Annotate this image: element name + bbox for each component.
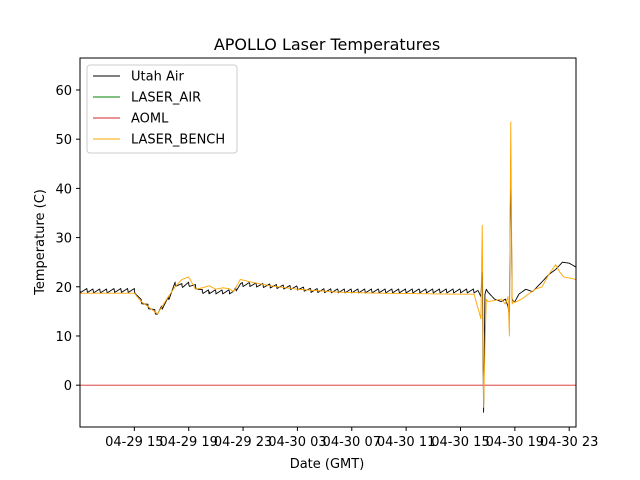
legend-label-utah-air: Utah Air bbox=[131, 70, 184, 85]
x-tick-label: 04-30 23 bbox=[540, 435, 598, 450]
x-tick-label: 04-29 23 bbox=[214, 435, 272, 450]
y-tick-label: 20 bbox=[55, 281, 72, 296]
legend: Utah Air LASER_AIR AOML LASER_BENCH bbox=[86, 64, 238, 154]
x-tick-label: 04-29 15 bbox=[105, 435, 163, 450]
x-tick-label: 04-30 07 bbox=[323, 435, 381, 450]
legend-label-aoml: AOML bbox=[131, 112, 169, 127]
y-tick-label: 30 bbox=[55, 232, 72, 247]
y-tick-label: 0 bbox=[64, 379, 72, 394]
x-tick-label: 04-29 19 bbox=[159, 435, 217, 450]
y-axis-label: Temperature (C) bbox=[33, 189, 48, 296]
x-tick-label: 04-30 03 bbox=[268, 435, 326, 450]
x-tick-label: 04-30 15 bbox=[431, 435, 489, 450]
chart-title: APOLLO Laser Temperatures bbox=[214, 35, 440, 54]
legend-label-laser-air: LASER_AIR bbox=[131, 91, 201, 106]
y-tick-label: 40 bbox=[55, 182, 72, 197]
plot-frame bbox=[79, 57, 577, 428]
y-tick-label: 60 bbox=[55, 84, 72, 99]
legend-box bbox=[86, 64, 238, 154]
series-line-utah-air bbox=[80, 158, 576, 413]
x-axis-label: Date (GMT) bbox=[290, 457, 365, 472]
y-tick-label: 50 bbox=[55, 133, 72, 148]
plot-series bbox=[80, 121, 576, 413]
series-line-laser-bench bbox=[80, 121, 576, 408]
y-axis: 0 10 20 30 40 50 60 bbox=[55, 84, 80, 394]
x-tick-label: 04-30 19 bbox=[486, 435, 544, 450]
x-tick-label: 04-30 11 bbox=[377, 435, 435, 450]
legend-label-laser-bench: LASER_BENCH bbox=[131, 133, 225, 148]
y-tick-label: 10 bbox=[55, 330, 72, 345]
